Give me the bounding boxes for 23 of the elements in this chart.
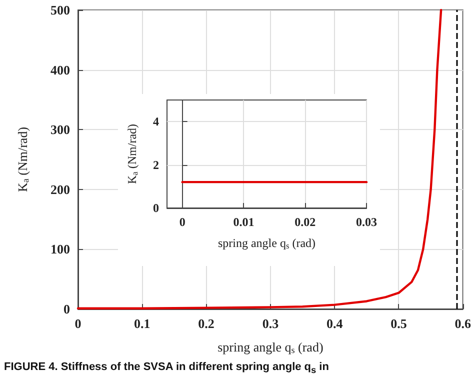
y-tick-label: 100 <box>50 242 70 257</box>
x-tick-label: 0.5 <box>390 316 408 331</box>
y-tick-label: 500 <box>50 2 70 18</box>
y-axis-title: Ka (Nm/rad) <box>14 126 30 192</box>
y-tick-label: 0 <box>64 302 70 316</box>
y-axis-title: Ka (Nm/rad) <box>125 124 140 184</box>
y-tick-label: 400 <box>50 62 70 78</box>
x-tick-label: 0.03 <box>356 215 377 229</box>
x-tick-label: 0.2 <box>198 316 214 331</box>
y-tick-label: 2 <box>153 158 159 172</box>
x-tick-label: 0 <box>74 316 82 331</box>
x-tick-label: 0.1 <box>134 316 150 331</box>
y-tick-label: 0 <box>153 201 159 215</box>
caption: FIGURE 4. Stiffness of the SVSA in different spring angle q$_{s}$ in <box>4 361 329 376</box>
y-tick-label: 300 <box>50 122 70 138</box>
y-tick-label: 4 <box>153 114 159 129</box>
x-tick-label: 0 <box>179 215 186 229</box>
x-tick-label: 0.4 <box>326 316 344 331</box>
x-tick-label: 0.3 <box>262 316 280 331</box>
x-tick-label: 0.02 <box>294 215 316 229</box>
y-tick-label: 200 <box>50 182 70 197</box>
x-tick-label: 0.01 <box>233 215 254 229</box>
x-tick-label: 0.6 <box>454 316 472 331</box>
